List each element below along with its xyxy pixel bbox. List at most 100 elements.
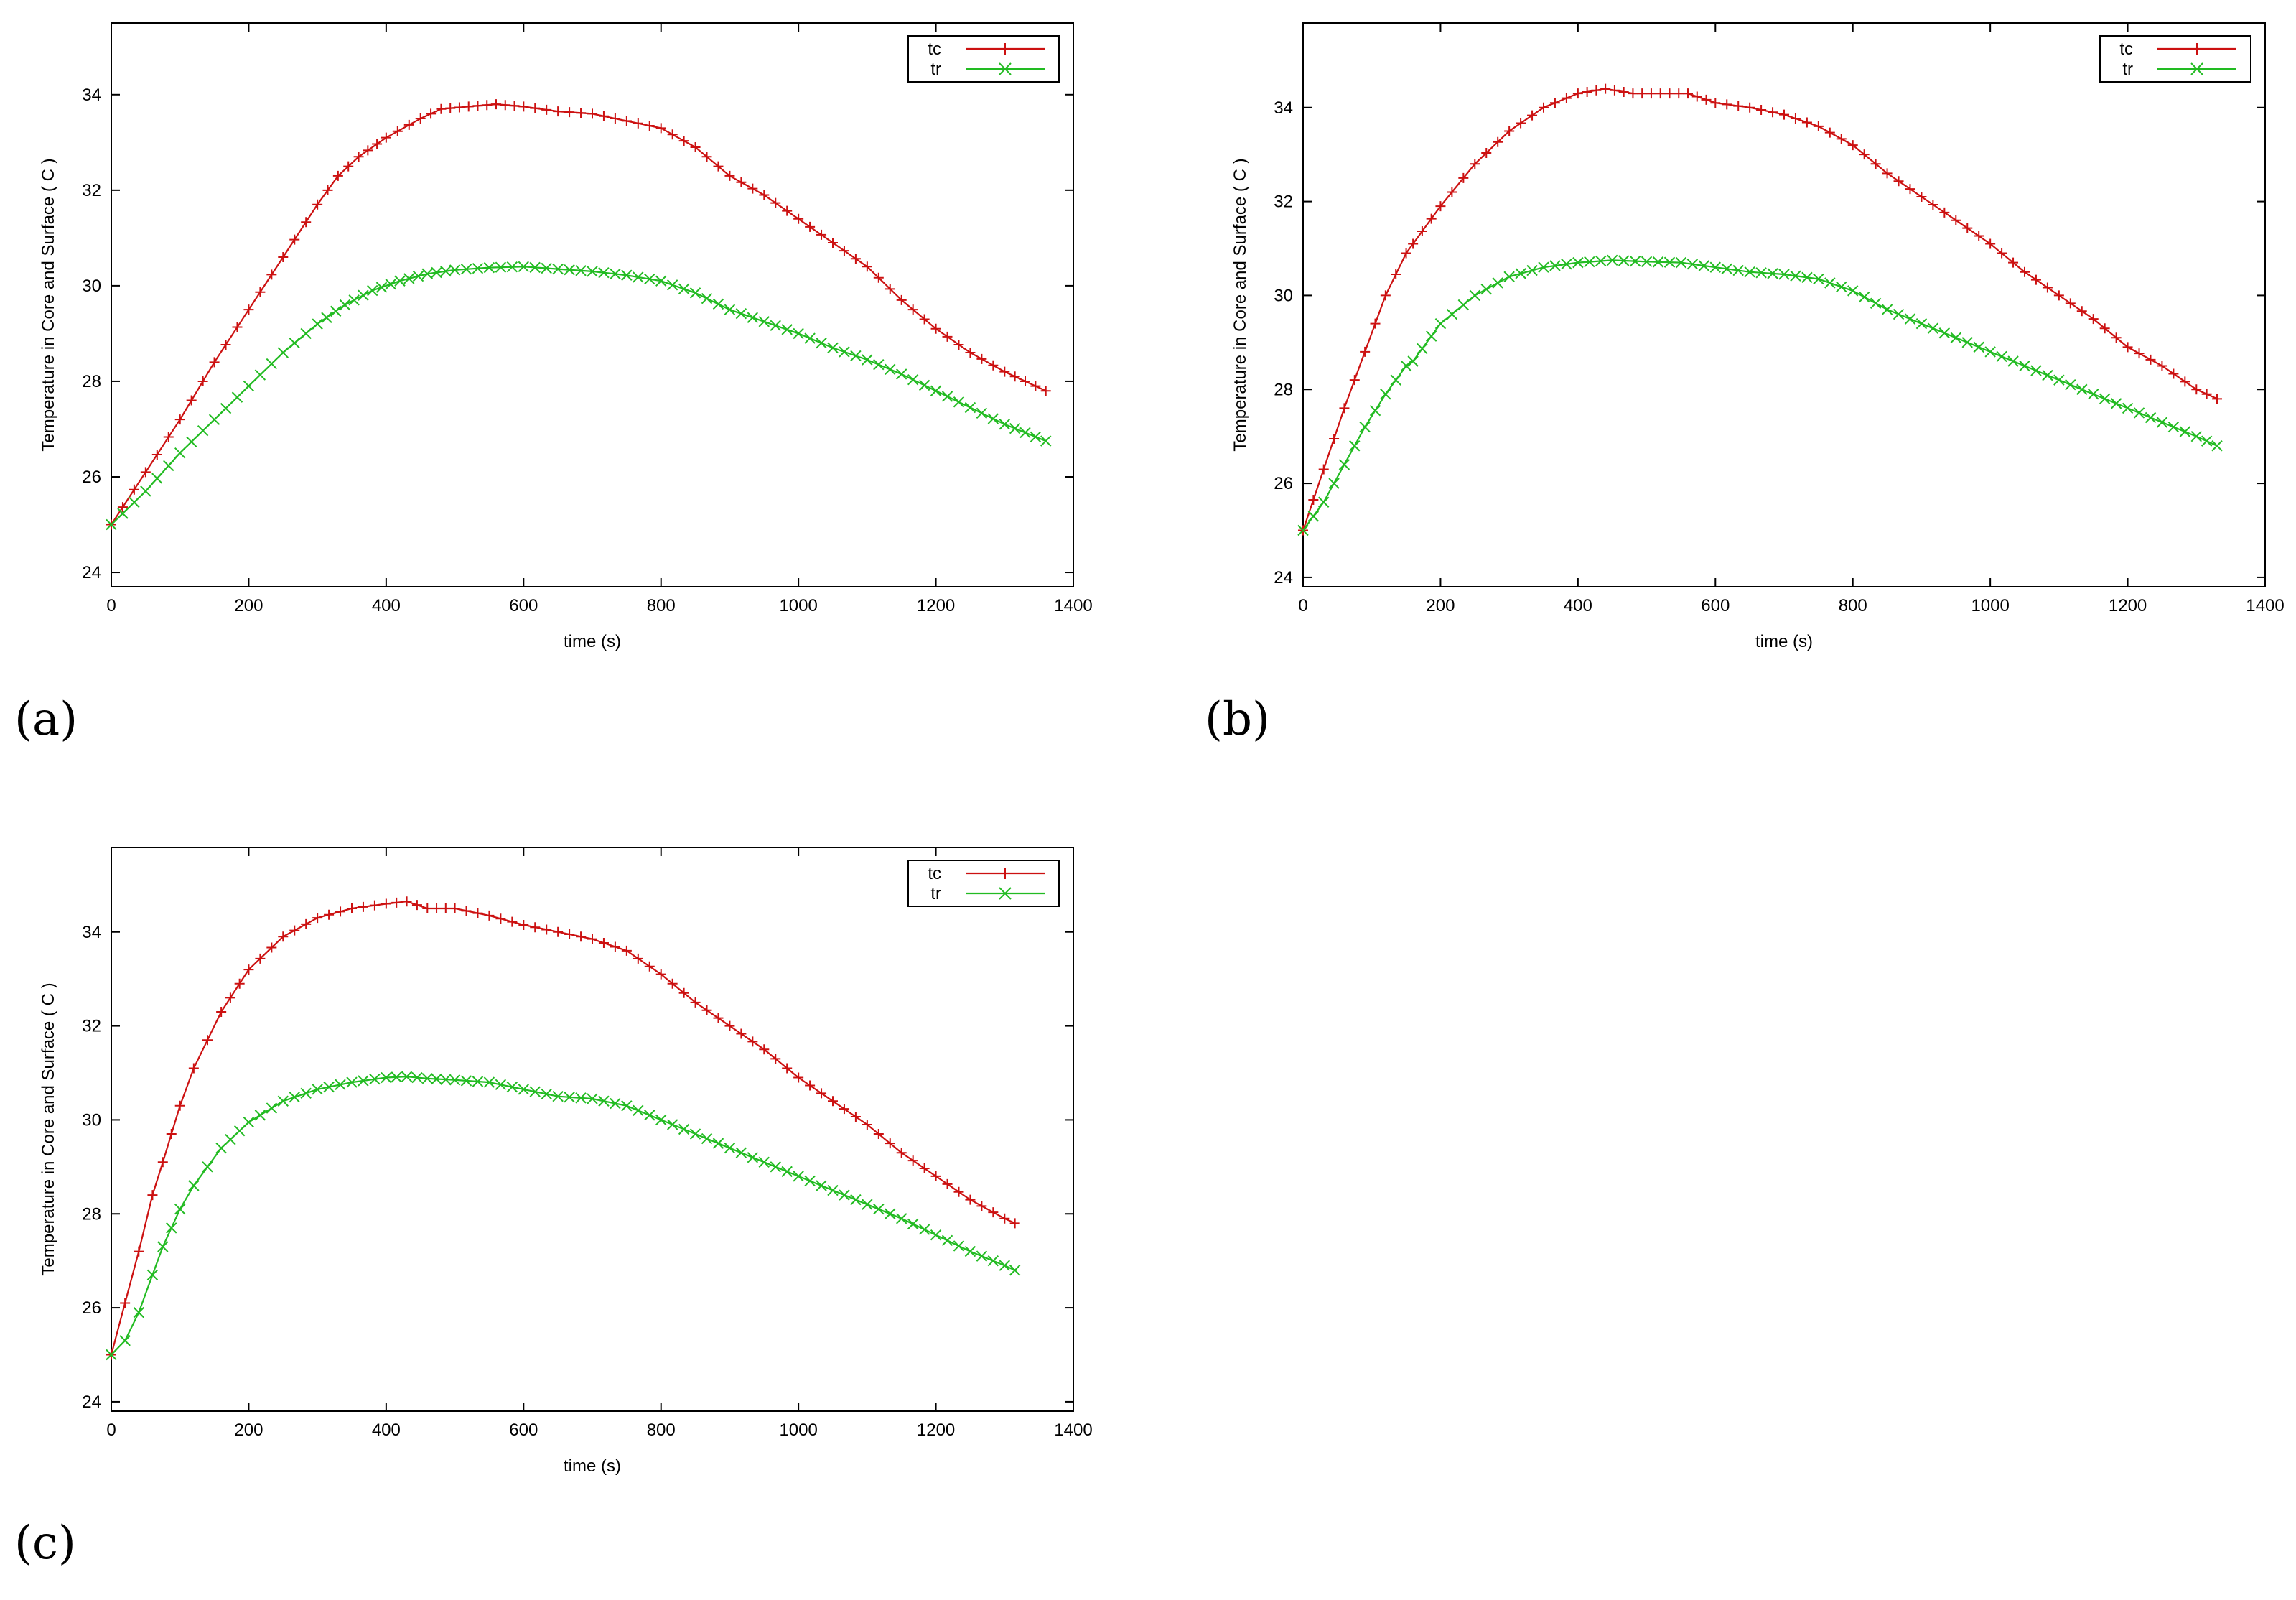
point-tc-b-57 (1893, 176, 1904, 187)
point-tc-c-20 (335, 906, 346, 917)
point-tc-a-28 (415, 113, 426, 124)
y-axis-label-a: Temperature in Core and Surface ( C ) (39, 158, 58, 451)
point-tr-a-14 (266, 358, 278, 370)
point-tr-b-80 (2190, 430, 2202, 442)
x-tick-label-b-4: 800 (1839, 596, 1867, 615)
point-tr-c-33 (472, 1076, 484, 1087)
y-tick-label-b-5: 34 (1274, 98, 1293, 118)
x-tick-label-b-5: 1000 (1971, 596, 2009, 615)
point-tc-b-54 (1859, 149, 1870, 160)
point-tr-a-41 (541, 262, 552, 274)
point-tc-a-54 (690, 141, 701, 152)
point-tr-c-39 (541, 1088, 552, 1100)
point-tr-c-62 (804, 1175, 816, 1187)
point-tc-c-6 (174, 1100, 185, 1111)
point-tr-a-4 (151, 473, 163, 484)
y-tick-label-b-2: 28 (1274, 380, 1293, 399)
point-tc-c-18 (312, 913, 323, 924)
point-tc-a-19 (322, 185, 333, 195)
point-tc-a-14 (266, 269, 277, 280)
point-tc-b-55 (1870, 159, 1881, 169)
point-tc-a-42 (553, 106, 564, 117)
point-tr-c-26 (401, 1071, 413, 1082)
legend-marker-tc-a (999, 43, 1011, 55)
point-tc-a-23 (363, 145, 373, 156)
point-tc-c-21 (347, 903, 357, 914)
point-tc-b-12 (1417, 226, 1427, 237)
y-tick-label-a-3: 30 (82, 276, 101, 296)
point-tc-c-3 (147, 1190, 158, 1201)
point-tr-a-29 (412, 270, 424, 282)
point-tc-a-45 (587, 108, 597, 119)
point-tr-a-39 (518, 261, 529, 272)
series-tr-a (106, 261, 1052, 531)
point-tr-b-18 (1480, 283, 1492, 295)
point-tr-b-62 (1984, 346, 1996, 358)
point-tc-a-73 (907, 304, 918, 315)
point-tr-c-40 (552, 1091, 564, 1102)
point-tr-c-69 (885, 1208, 896, 1219)
point-tr-b-25 (1561, 259, 1572, 270)
point-tc-b-13 (1426, 213, 1437, 224)
point-tc-c-65 (839, 1104, 849, 1115)
point-tr-a-77 (953, 396, 965, 408)
point-tc-c-80 (1009, 1218, 1020, 1229)
point-tc-a-43 (564, 107, 575, 118)
point-tc-b-75 (2099, 323, 2110, 334)
point-tc-c-8 (202, 1035, 213, 1046)
x-tick-label-a-6: 1200 (917, 596, 955, 615)
point-tc-a-21 (343, 161, 354, 172)
point-tc-c-74 (942, 1178, 953, 1189)
x-tick-label-a-3: 600 (509, 596, 538, 615)
point-tr-c-20 (335, 1079, 346, 1091)
point-tc-a-41 (541, 104, 552, 115)
chart-panel-c: 0 200 400 600 800 1000 1200 1400 24 26 28 30 32 34 tim… (0, 826, 1120, 1494)
point-tr-b-45 (1790, 270, 1801, 282)
point-tr-b-74 (2122, 402, 2134, 414)
point-tc-a-60 (759, 190, 770, 200)
point-tc-a-77 (953, 339, 964, 350)
point-tr-b-53 (1881, 304, 1893, 315)
point-tc-a-50 (644, 121, 655, 131)
point-tr-b-26 (1572, 256, 1584, 269)
point-tr-b-82 (2211, 440, 2223, 452)
point-tr-c-43 (587, 1093, 598, 1104)
point-tr-a-36 (483, 261, 495, 274)
series-line-tc-b (1302, 88, 2218, 531)
chart-b-svg: 0 200 400 600 800 1000 1200 1400 24 26 28 30 32 34 tim… (1231, 22, 2285, 651)
point-tc-a-84 (1030, 381, 1041, 391)
point-tc-b-19 (1493, 136, 1503, 147)
point-tr-b-33 (1652, 256, 1664, 268)
point-tc-b-73 (2076, 306, 2087, 317)
point-tr-c-27 (411, 1071, 423, 1084)
point-tr-c-78 (987, 1255, 999, 1267)
point-tr-b-66 (2030, 365, 2042, 376)
point-tc-c-49 (655, 969, 666, 980)
point-tc-b-70 (2042, 282, 2053, 293)
point-tc-c-59 (770, 1054, 781, 1064)
point-tc-a-47 (610, 113, 620, 124)
point-tr-b-21 (1515, 268, 1526, 279)
point-tc-c-56 (736, 1028, 747, 1039)
legend-box-b (2099, 35, 2251, 83)
point-tc-a-1 (117, 502, 128, 513)
point-tr-c-59 (770, 1161, 781, 1173)
x-tick-label-a-2: 400 (372, 596, 401, 615)
point-tr-a-46 (598, 266, 610, 279)
point-tr-a-60 (758, 316, 770, 327)
point-tc-b-65 (1985, 238, 1996, 249)
point-tr-a-9 (208, 414, 220, 425)
point-tr-c-36 (506, 1081, 518, 1093)
legend-marker-tr-c (999, 887, 1012, 900)
point-tr-a-69 (862, 354, 873, 366)
point-tc-a-69 (862, 261, 872, 272)
point-tr-b-68 (2053, 374, 2065, 386)
point-tr-b-54 (1893, 308, 1905, 320)
point-tc-c-10 (225, 992, 235, 1003)
point-tr-b-29 (1607, 254, 1618, 266)
point-tr-c-14 (266, 1102, 278, 1114)
point-tr-a-26 (385, 278, 396, 290)
point-tc-a-61 (770, 197, 781, 208)
point-tc-c-24 (381, 898, 391, 909)
point-tr-c-52 (689, 1128, 701, 1140)
